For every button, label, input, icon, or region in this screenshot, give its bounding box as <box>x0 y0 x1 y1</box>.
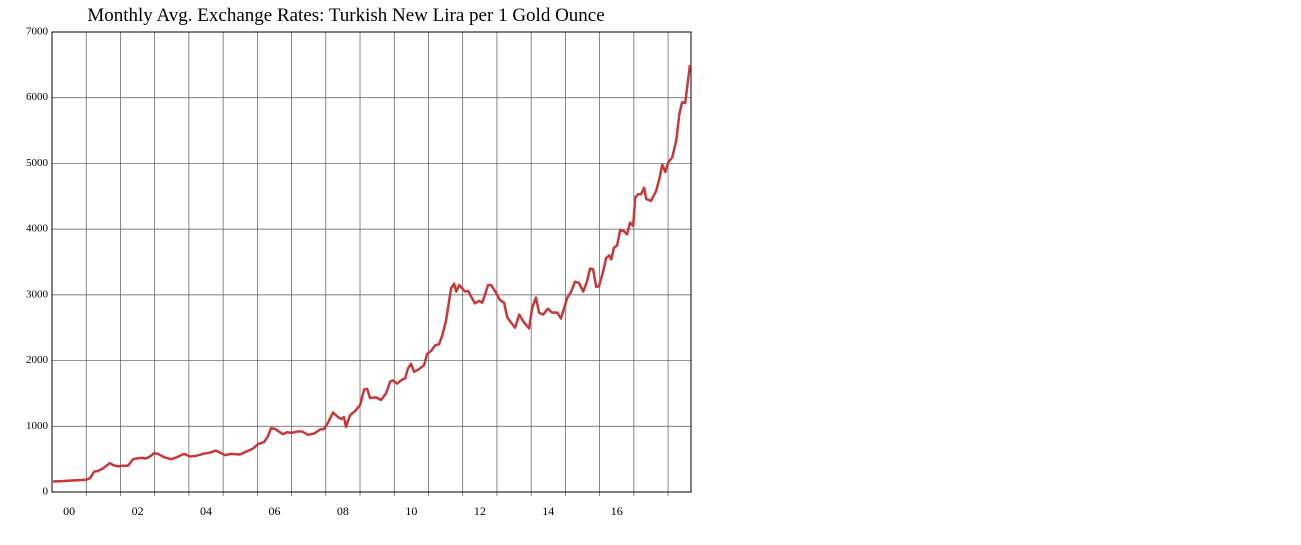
y-tick-label: 5000 <box>26 157 49 169</box>
x-tick-label: 16 <box>611 504 623 518</box>
y-tick-label: 3000 <box>26 288 49 300</box>
y-tick-label: 2000 <box>26 354 49 366</box>
x-tick-label: 14 <box>542 504 554 518</box>
x-tick-label: 02 <box>132 504 144 518</box>
x-tick-label: 04 <box>200 504 212 518</box>
x-tick-label: 00 <box>63 504 75 518</box>
chart-title: Monthly Avg. Exchange Rates: Turkish New… <box>87 5 604 26</box>
y-tick-label: 7000 <box>26 26 49 38</box>
y-tick-label: 6000 <box>26 91 49 103</box>
x-tick-label: 12 <box>474 504 486 518</box>
data-line <box>52 64 692 483</box>
x-tick-label: 08 <box>337 504 349 518</box>
x-tick-label: 10 <box>405 504 417 518</box>
x-tick-label: 06 <box>268 504 280 518</box>
y-tick-label: 1000 <box>26 420 49 432</box>
y-tick-label: 4000 <box>26 223 49 235</box>
y-tick-label: 0 <box>43 486 49 498</box>
plot-frame <box>51 31 692 493</box>
